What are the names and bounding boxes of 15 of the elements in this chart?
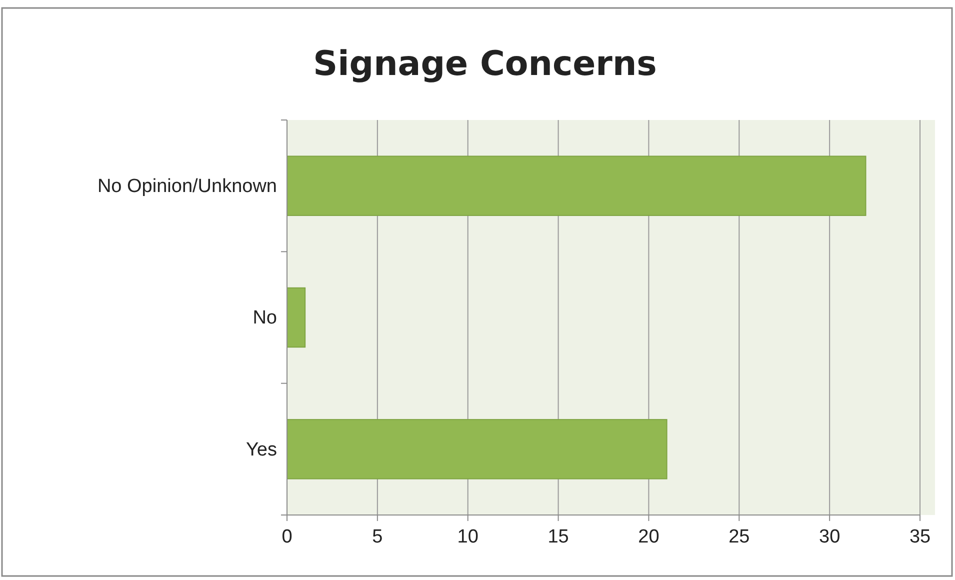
y-tick-label: No Opinion/Unknown [97,176,277,197]
x-tick-label: 0 [282,526,292,548]
bar [286,419,668,480]
bar [286,156,866,216]
x-tick-label: 5 [372,526,383,548]
x-tick-label: 15 [548,526,569,548]
chart-title: Signage Concerns [313,44,657,84]
x-tick-label: 20 [638,526,660,548]
bar [286,287,306,348]
y-tick-label: No [252,308,277,329]
x-tick-label: 25 [728,526,750,548]
x-tick-label: 30 [819,526,840,548]
x-tick-label: 35 [909,526,931,548]
y-tick-label: Yes [246,439,277,460]
x-tick-label: 10 [457,526,478,548]
